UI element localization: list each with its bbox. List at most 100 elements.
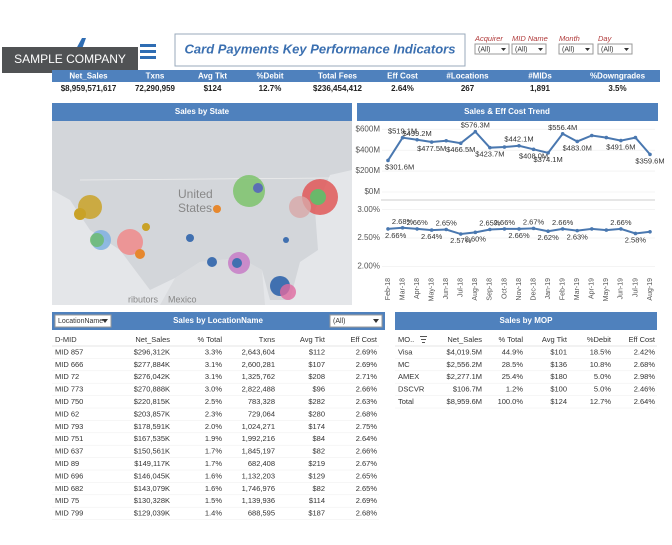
filter-value: (All) <box>562 46 574 53</box>
table-cell: MID 89 <box>55 459 79 468</box>
table-cell: $112 <box>309 347 325 356</box>
map-label: States <box>178 201 212 215</box>
data-label: 2.67% <box>523 217 545 226</box>
filter-box[interactable] <box>511 43 547 55</box>
table-cell: $8,959.6M <box>447 397 482 406</box>
filter-box[interactable] <box>474 43 510 55</box>
table-cell: 2.46% <box>634 385 656 394</box>
table-cell: 2.63% <box>356 397 378 406</box>
column-header: % Total <box>198 335 223 344</box>
kpi-label: #MIDs <box>528 72 552 81</box>
kpi-value: 1,891 <box>530 84 551 93</box>
table-cell: 1,132,203 <box>242 471 275 480</box>
point <box>429 228 434 232</box>
table-cell: $2,277.1M <box>447 372 482 381</box>
map-label: United <box>178 187 213 201</box>
kpi-header-bg <box>52 70 660 82</box>
column-header: MO.. <box>398 335 414 344</box>
data-label: $477.5M <box>417 144 446 153</box>
table-cell: $124 <box>550 397 567 406</box>
filter-label: MID Name <box>512 34 548 43</box>
column-header: Avg Tkt <box>300 335 326 344</box>
column-header: D-MID <box>55 335 77 344</box>
kpi-value: $124 <box>204 84 222 93</box>
point <box>560 131 565 136</box>
table-cell: $82 <box>312 484 325 493</box>
panel-header <box>395 312 657 330</box>
table-cell: 28.5% <box>502 360 524 369</box>
filter-box[interactable] <box>597 43 633 55</box>
x-tick-label: Oct-18 <box>501 278 508 299</box>
data-label: 2.66% <box>494 218 516 227</box>
kpi-value: 72,290,959 <box>135 84 176 93</box>
data-label: $519.1M <box>388 127 417 136</box>
table-cell: 783,328 <box>248 397 275 406</box>
table-cell: MID 62 <box>55 409 79 418</box>
table-cell: 2.66% <box>356 447 378 456</box>
kpi-label: Total Fees <box>318 72 358 81</box>
table-cell: 682,408 <box>248 459 275 468</box>
data-label: $408.0M <box>519 151 548 160</box>
table-cell: Visa <box>398 347 413 356</box>
table-cell: $277,884K <box>134 360 170 369</box>
map-label: ributors <box>128 294 159 304</box>
x-tick-label: Dec-18 <box>530 278 537 301</box>
point <box>473 230 478 235</box>
table-cell: 2,600,281 <box>242 360 275 369</box>
table-cell: 3.1% <box>205 360 222 369</box>
table-cell: 1.4% <box>205 509 222 518</box>
table-cell: 2.68% <box>356 409 378 418</box>
table-cell: MID 857 <box>55 347 83 356</box>
sort-icon[interactable] <box>420 336 427 343</box>
point <box>386 227 390 231</box>
kpi-label: %Debit <box>256 72 283 81</box>
selector[interactable] <box>54 314 112 328</box>
table-cell: $178,591K <box>134 422 170 431</box>
data-label: 2.64% <box>421 232 443 241</box>
data-label: 2.63% <box>567 233 589 242</box>
dropdown-arrow <box>538 48 543 51</box>
column-header: Eff Cost <box>350 335 377 344</box>
table-cell: $203,857K <box>134 409 170 418</box>
data-label: 2.58% <box>625 235 647 244</box>
point <box>415 227 419 231</box>
data-label: 2.62% <box>537 233 559 242</box>
table-cell: 2.42% <box>634 347 656 356</box>
table-cell: 2.67% <box>356 459 378 468</box>
filter-label: Month <box>559 34 580 43</box>
table-cell: 2.68% <box>634 360 656 369</box>
filter-value: (All) <box>478 46 490 53</box>
data-label: 2.68% <box>392 217 414 226</box>
table-cell: $282 <box>308 397 325 406</box>
point <box>589 133 594 138</box>
filter-box[interactable] <box>558 43 594 55</box>
data-label: $491.6M <box>606 143 635 152</box>
x-tick-label: Sep-18 <box>487 278 494 301</box>
table-cell: 1.9% <box>205 434 222 443</box>
point <box>517 227 521 231</box>
filter-label: Acquirer <box>474 34 503 43</box>
table-cell: 5.0% <box>594 385 611 394</box>
data-label: 2.66% <box>552 218 574 227</box>
y-tick-label: $400M <box>356 145 381 154</box>
filter-dropdown[interactable] <box>329 314 383 328</box>
table-cell: $101 <box>550 347 567 356</box>
table-cell: 2.66% <box>356 385 378 394</box>
table-cell: $106.7M <box>453 385 482 394</box>
data-label: $359.6M <box>635 156 664 165</box>
badge: SAMPLE COMPANY <box>14 52 126 66</box>
data-label: $499.2M <box>403 129 432 138</box>
point <box>633 135 638 140</box>
column-header: Eff Cost <box>628 335 655 344</box>
x-tick-label: Nov-18 <box>516 278 523 301</box>
point <box>488 145 492 150</box>
point <box>517 143 521 148</box>
table-cell: 688,595 <box>248 509 275 518</box>
kpi-label: Net_Sales <box>69 72 108 81</box>
filter-label: Day <box>598 34 613 43</box>
panel-header <box>52 312 385 330</box>
dropdown-arrow <box>501 48 506 51</box>
point <box>560 227 565 231</box>
panel-title: Sales by LocationName <box>173 316 263 325</box>
table-cell: $150,561K <box>134 447 170 456</box>
